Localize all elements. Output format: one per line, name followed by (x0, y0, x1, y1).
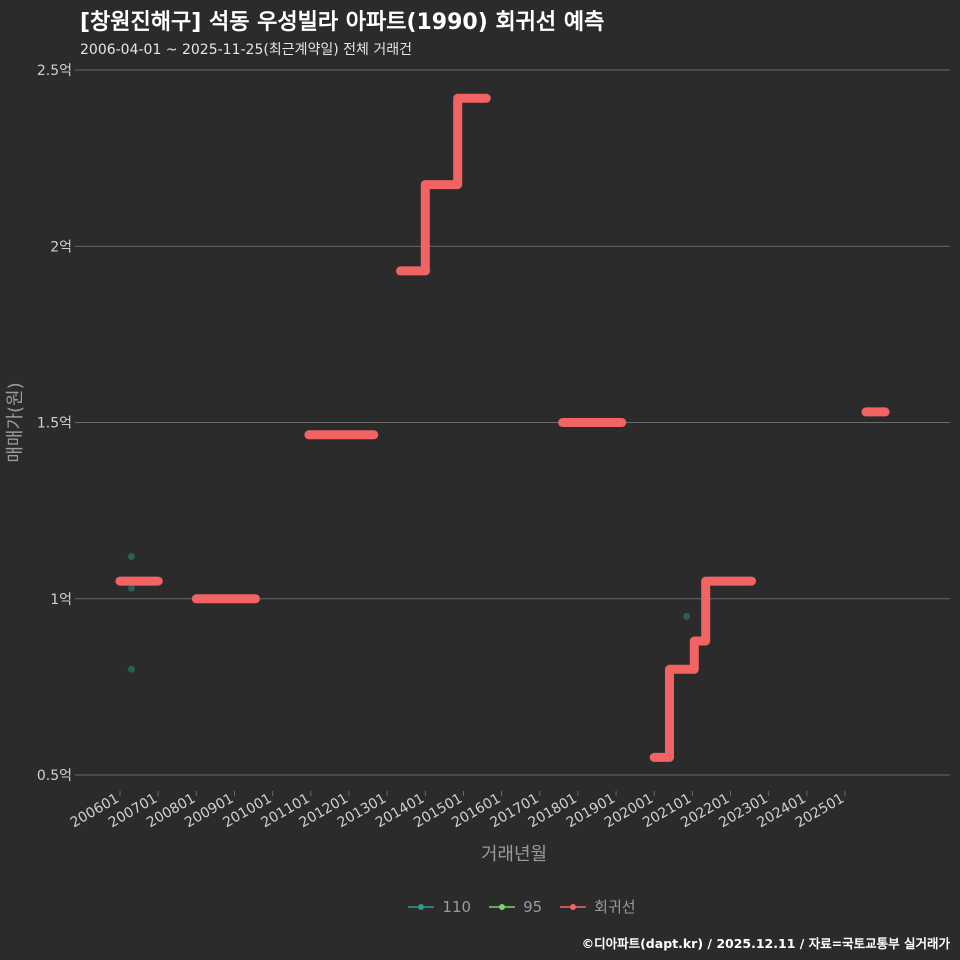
chart-subtitle: 2006-04-01 ~ 2025-11-25(최근계약일) 전체 거래건 (80, 42, 412, 58)
y-tick-label: 2.5억 (37, 63, 72, 79)
source-caption: ©디아파트(dapt.kr) / 2025.12.11 / 자료=국토교통부 실… (581, 936, 950, 951)
line-layer (115, 93, 890, 762)
point-110 (127, 584, 135, 592)
chart-title: [창원진해구] 석동 우성빌라 아파트(1990) 회귀선 예측 (80, 10, 605, 35)
axis-layer: 0.5억1억1.5억2억2.5억200601200701200801200901… (37, 63, 847, 831)
y-tick-label: 0.5억 (37, 768, 72, 784)
y-tick-label: 1.5억 (37, 416, 72, 432)
legend-key-110 (408, 903, 435, 910)
regression-segment (396, 93, 491, 276)
legend: 110 95 회귀선 (0, 896, 960, 917)
point-layer (127, 267, 691, 761)
legend-key-regression (560, 903, 587, 910)
legend-label-95: 95 (523, 897, 543, 916)
y-tick-label: 1억 (50, 592, 72, 608)
y-tick-label: 2억 (50, 239, 72, 255)
legend-item-110: 110 (408, 897, 471, 917)
grid-layer (80, 69, 950, 776)
x-axis-title: 거래년월 (481, 844, 547, 865)
y-axis-title: 매매가(원) (5, 382, 26, 462)
point-110 (683, 612, 691, 620)
legend-label-regression: 회귀선 (594, 898, 636, 916)
point-110 (127, 665, 135, 673)
legend-item-regression: 회귀선 (560, 896, 636, 917)
legend-key-95 (489, 903, 516, 910)
regression-segment (649, 576, 756, 762)
legend-label-110: 110 (442, 897, 472, 916)
point-110 (127, 552, 135, 560)
legend-item-95: 95 (489, 897, 542, 917)
